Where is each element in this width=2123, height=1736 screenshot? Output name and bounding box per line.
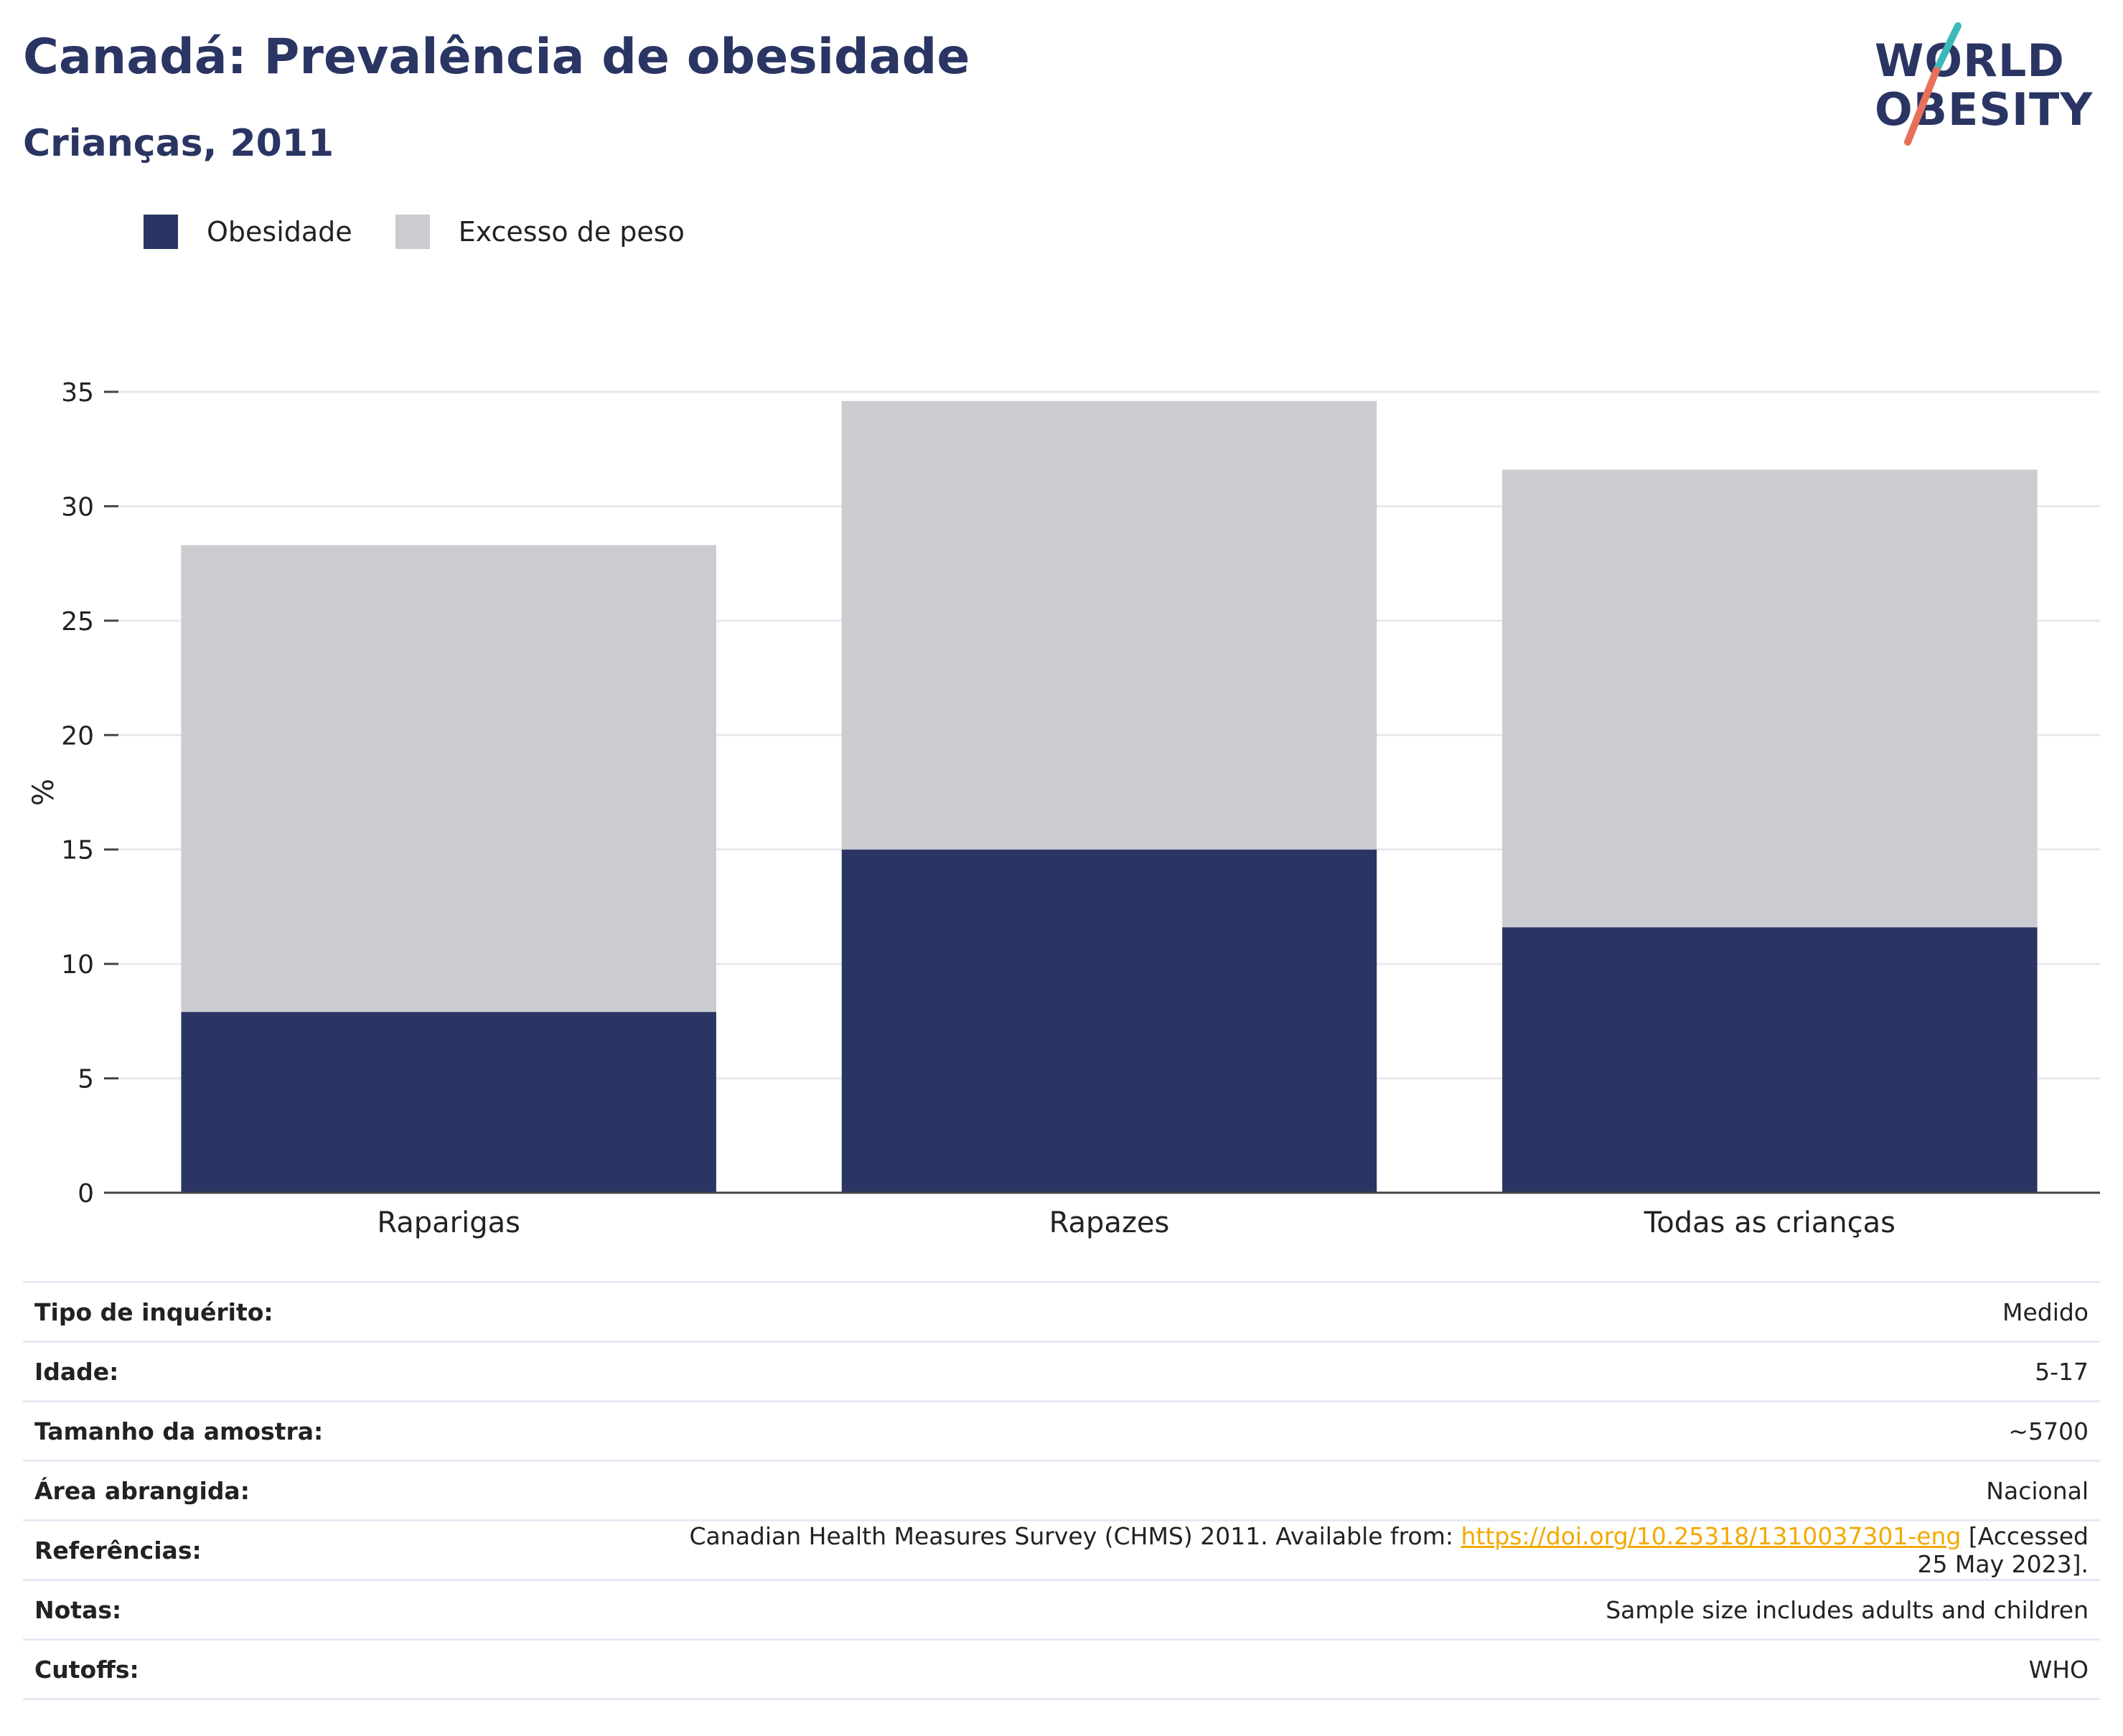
row-value: WHO	[646, 1638, 2100, 1700]
table-row: Idade: 5-17	[23, 1341, 2100, 1402]
row-key: Referências:	[23, 1519, 647, 1580]
x-tick-label: Raparigas	[377, 1206, 520, 1239]
bar-excesso-de-peso	[181, 545, 716, 1013]
row-value: Sample size includes adults and children	[646, 1579, 2100, 1640]
bar-obesidade	[841, 849, 1377, 1193]
row-value: ~5700	[646, 1400, 2100, 1461]
y-tick-label: 25	[61, 607, 94, 637]
chart-title: Canadá: Prevalência de obesidade	[23, 29, 970, 85]
reference-accessed-text: [Accessed 25 May 2023].	[1917, 1522, 2089, 1578]
y-tick-label: 10	[61, 950, 94, 980]
reference-text: Canadian Health Measures Survey (CHMS) 2…	[689, 1522, 1461, 1550]
y-tick-label: 0	[78, 1179, 94, 1209]
row-key: Tipo de inquérito:	[23, 1281, 647, 1342]
row-key: Área abrangida:	[23, 1460, 647, 1521]
legend-swatch-excesso-de-peso	[395, 215, 430, 249]
row-key: Tamanho da amostra:	[23, 1400, 647, 1461]
row-key: Notas:	[23, 1579, 647, 1640]
legend-label: Excesso de peso	[458, 216, 685, 248]
row-value: Nacional	[646, 1460, 2100, 1521]
row-value: Medido	[646, 1281, 2100, 1342]
y-tick-label: 20	[61, 721, 94, 751]
row-key: Cutoffs:	[23, 1638, 647, 1700]
table-row: Cutoffs: WHO	[23, 1638, 2100, 1700]
legend-swatch-obesidade	[144, 215, 178, 249]
legend-label: Obesidade	[207, 216, 352, 248]
bar-obesidade	[181, 1012, 716, 1193]
reference-link[interactable]: https://doi.org/10.25318/1310037301-eng	[1461, 1522, 1962, 1550]
world-obesity-logo: WORLD OBESITY	[1866, 20, 2110, 149]
legend-item-excesso-de-peso[interactable]: Excesso de peso	[395, 215, 685, 249]
row-key: Idade:	[23, 1341, 647, 1402]
table-row: Notas: Sample size includes adults and c…	[23, 1579, 2100, 1640]
chart-subtitle: Crianças, 2011	[23, 122, 334, 165]
table-row: Referências: Canadian Health Measures Su…	[23, 1519, 2100, 1580]
bar-chart: 0 5 10 15 20 25 30 35% Raparigas Rapazes Todas as …	[27, 378, 2100, 1239]
bar-excesso-de-peso	[841, 400, 1377, 850]
logo-line-1: WORLD	[1875, 34, 2065, 87]
y-tick-label: 30	[61, 492, 94, 522]
table-row: Tipo de inquérito: Medido	[23, 1281, 2100, 1342]
y-tick-label: 5	[78, 1065, 94, 1094]
bar-obesidade	[1502, 927, 2038, 1193]
x-tick-label: Todas as crianças	[1644, 1206, 1895, 1239]
y-tick-label: 35	[61, 378, 94, 408]
table-row: Área abrangida: Nacional	[23, 1460, 2100, 1521]
x-tick-label: Rapazes	[1049, 1206, 1170, 1239]
table-row: Tamanho da amostra: ~5700	[23, 1400, 2100, 1461]
survey-info-table: Tipo de inquérito: Medido Idade: 5-17 Ta…	[23, 1281, 2100, 1700]
y-axis-label: %	[27, 779, 60, 806]
row-value: Canadian Health Measures Survey (CHMS) 2…	[646, 1519, 2100, 1580]
row-value: 5-17	[646, 1341, 2100, 1402]
logo-slash-icon	[1904, 22, 1962, 146]
chart-legend: Obesidade Excesso de peso	[144, 214, 728, 250]
bar-excesso-de-peso	[1502, 469, 2038, 928]
y-tick-label: 15	[61, 836, 94, 865]
legend-item-obesidade[interactable]: Obesidade	[144, 215, 352, 249]
